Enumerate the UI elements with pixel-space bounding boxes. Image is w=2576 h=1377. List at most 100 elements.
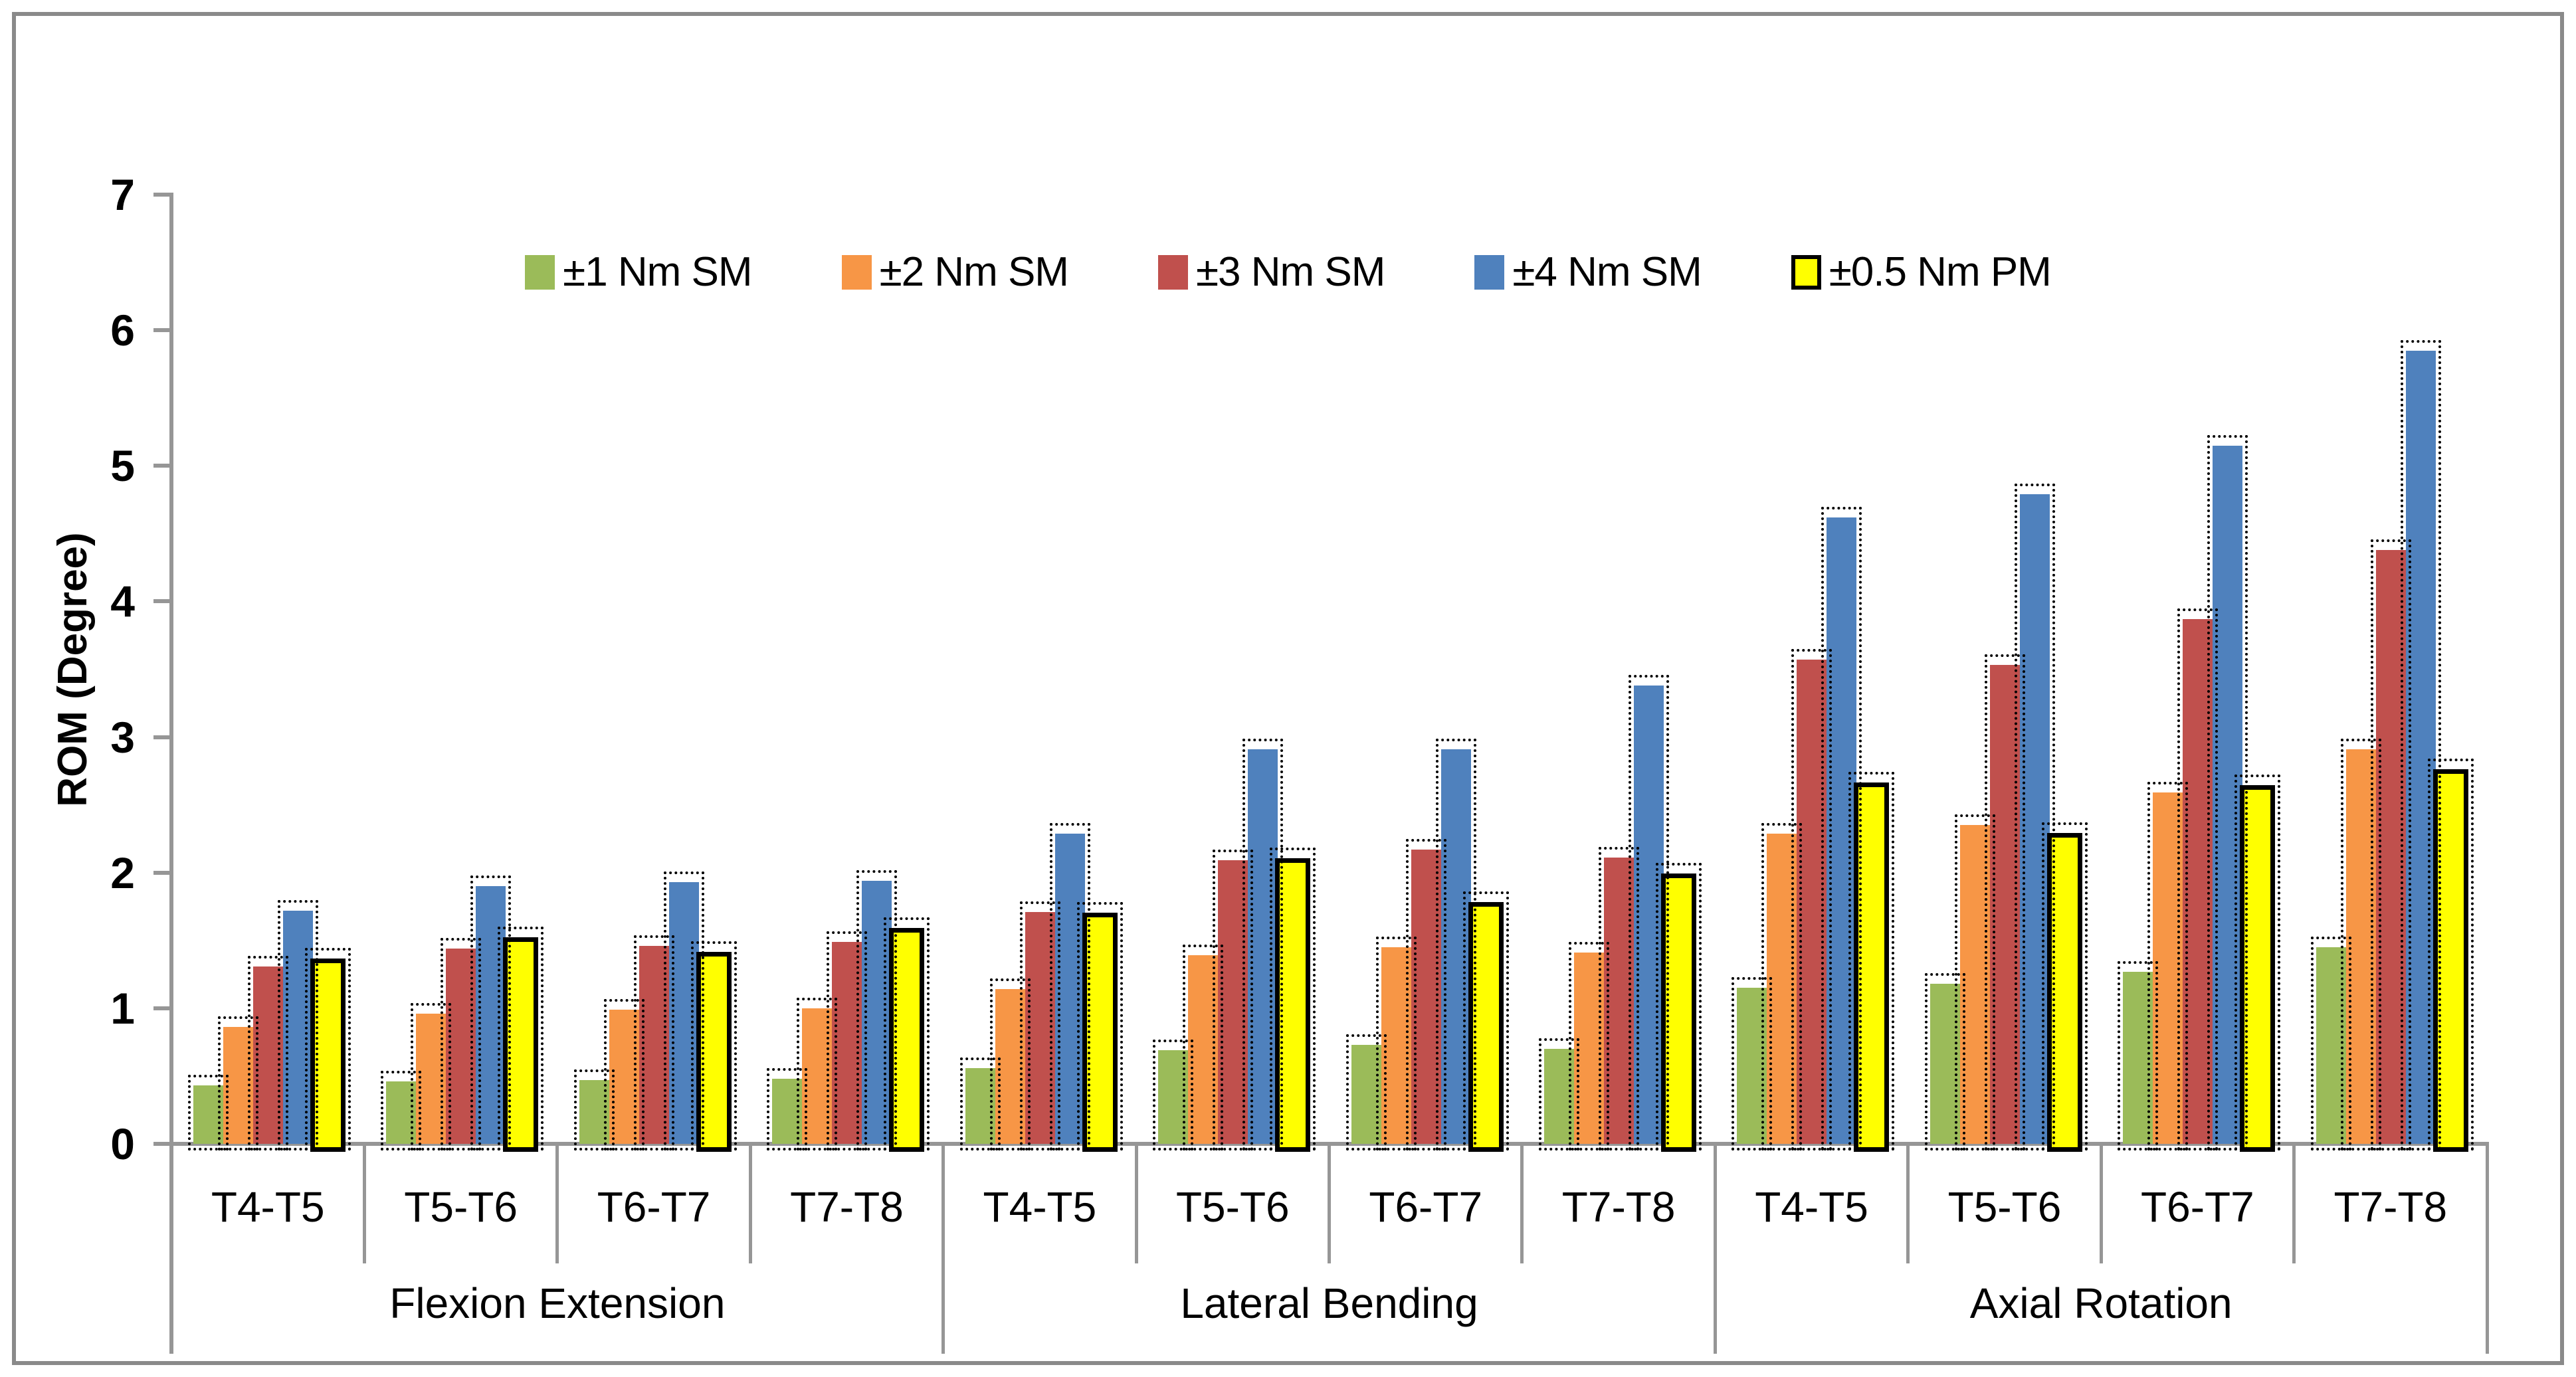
chart-legend: ±1 Nm SM ±2 Nm SM ±3 Nm SM ±4 Nm SM ±0.5 Nm … (0, 251, 2576, 294)
category-label: T4-T5 (1755, 1183, 1868, 1231)
category-label: T6-T7 (2141, 1183, 2254, 1231)
bar-shadow (663, 872, 704, 1150)
bar-shadow (767, 1068, 808, 1150)
bar-shadow (827, 931, 868, 1150)
category-label: T5-T6 (404, 1183, 518, 1231)
y-tick (153, 735, 169, 739)
bar-shadow (603, 998, 644, 1150)
bar-shadow (1049, 822, 1090, 1150)
category-label: T6-T7 (597, 1183, 711, 1231)
bar-shadow (1153, 1040, 1194, 1150)
legend-label: ±3 Nm SM (1195, 249, 1385, 295)
bar-shadow (1270, 848, 1316, 1150)
bar-shadow (633, 935, 674, 1150)
bar-shadow (2234, 775, 2281, 1150)
bar-shadow (1568, 942, 1609, 1150)
legend-item: ±1 Nm SM (525, 249, 753, 295)
bar-shadow (1435, 738, 1476, 1150)
bar-shadow (2370, 539, 2411, 1150)
bar-shadow (1848, 772, 1895, 1150)
bar-shadow (2177, 608, 2219, 1150)
bar-shadow (1538, 1038, 1579, 1150)
category-label: T7-T8 (790, 1183, 904, 1231)
category-label: T4-T5 (983, 1183, 1097, 1231)
y-tick-label: 5 (110, 441, 135, 491)
y-tick (153, 599, 169, 604)
category-separator (362, 1144, 366, 1263)
bar-shadow (2041, 822, 2088, 1150)
bar-shadow (1019, 901, 1060, 1150)
category-label: T7-T8 (2333, 1183, 2448, 1231)
bar-shadow (2207, 434, 2248, 1150)
bar-shadow (188, 1075, 229, 1150)
bar-shadow (989, 978, 1031, 1150)
bar-shadow (690, 941, 737, 1150)
bar-shadow (305, 948, 351, 1150)
legend-swatch (1791, 255, 1821, 290)
legend-label: ±1 Nm SM (563, 249, 752, 295)
category-label: T5-T6 (1947, 1183, 2062, 1231)
y-axis-line (169, 193, 173, 1354)
y-tick-label: 1 (110, 983, 135, 1033)
bar-shadow (1984, 654, 2025, 1150)
legend-swatch (1474, 255, 1505, 290)
category-separator (555, 1144, 559, 1263)
y-tick (153, 328, 169, 333)
legend-swatch (525, 255, 555, 290)
category-label: T6-T7 (1369, 1183, 1483, 1231)
bar-shadow (278, 899, 318, 1150)
category-separator (748, 1144, 752, 1263)
bar-shadow (1213, 850, 1254, 1150)
bar-shadow (1732, 977, 1773, 1150)
bar-shadow (248, 955, 288, 1150)
bar-shadow (884, 917, 930, 1150)
bar-shadow (1242, 738, 1284, 1150)
category-separator (2292, 1144, 2296, 1263)
bar-shadow (441, 938, 482, 1150)
bar-shadow (1761, 822, 1803, 1150)
bar-shadow (1375, 936, 1417, 1150)
category-separator (1520, 1144, 1524, 1263)
y-tick-label: 7 (110, 170, 135, 219)
y-tick (153, 193, 169, 197)
category-label: T4-T5 (211, 1183, 325, 1231)
category-separator (2099, 1144, 2103, 1263)
bar-shadow (1462, 891, 1509, 1150)
legend-item: ±2 Nm SM (841, 251, 1069, 294)
bar-shadow (1076, 902, 1123, 1150)
bar-shadow (2014, 484, 2055, 1150)
bar-shadow (1821, 506, 1862, 1150)
y-tick-label: 0 (110, 1119, 135, 1168)
bar-shadow (470, 875, 512, 1150)
y-tick-label: 4 (110, 577, 135, 626)
group-separator (2485, 1144, 2489, 1354)
bar-shadow (1345, 1034, 1387, 1150)
category-separator (1906, 1144, 1910, 1263)
bar-shadow (1954, 814, 1995, 1150)
y-axis-title: ROM (Degree) (50, 532, 96, 807)
bar-shadow (2340, 738, 2381, 1150)
bar-shadow (959, 1057, 1001, 1150)
legend-label: ±0.5 Nm PM (1829, 249, 2052, 295)
y-tick (153, 870, 169, 875)
group-label: Flexion Extension (389, 1279, 726, 1327)
category-label: T7-T8 (1561, 1183, 1676, 1231)
legend-item: ±3 Nm SM (1157, 249, 1385, 295)
legend-swatch (841, 255, 872, 290)
bar-shadow (573, 1069, 615, 1150)
legend-swatch (1157, 255, 1188, 290)
bar-shadow (411, 1003, 452, 1150)
bar-shadow (218, 1016, 258, 1150)
bar-shadow (1405, 839, 1446, 1150)
group-label: Axial Rotation (1969, 1279, 2232, 1327)
bar-shadow (1598, 847, 1639, 1150)
bar-shadow (1655, 862, 1702, 1150)
y-tick (153, 1142, 169, 1146)
group-separator (1713, 1144, 1717, 1354)
bar-shadow (2147, 782, 2189, 1150)
group-label: Lateral Bending (1180, 1279, 1478, 1327)
legend-label: ±4 Nm SM (1512, 249, 1702, 295)
y-tick (153, 464, 169, 468)
y-tick-label: 6 (110, 306, 135, 355)
